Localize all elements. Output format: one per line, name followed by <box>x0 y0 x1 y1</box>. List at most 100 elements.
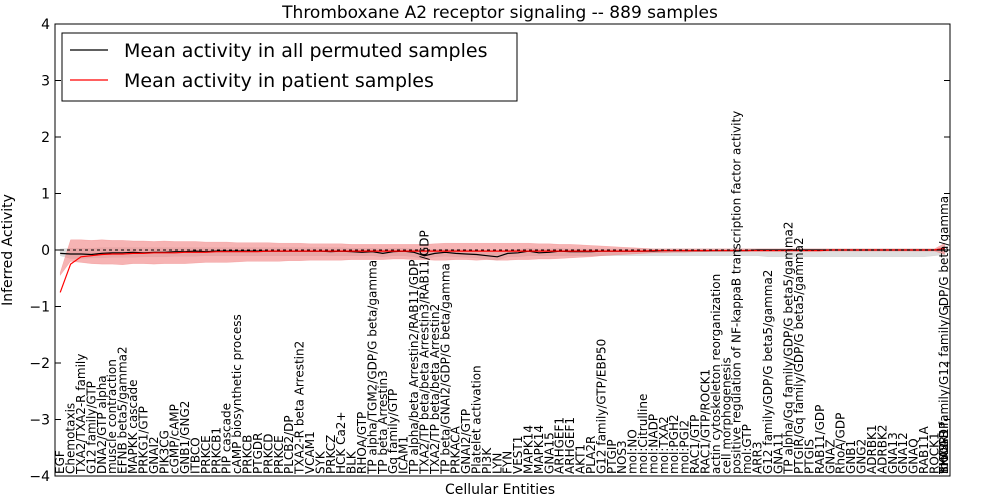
x-tick-label: ROCK1 <box>927 432 941 474</box>
x-tick-label: PRKCZ <box>324 435 338 474</box>
x-tick-label: ADRBK1 <box>865 424 879 474</box>
x-tick-label: HCK Ca2+ <box>334 411 348 474</box>
x-tick-label: VEST1 <box>511 436 525 474</box>
x-tick-label: MAPKK cascade <box>126 380 140 475</box>
x-tick-label: AKT1 <box>574 444 588 474</box>
y-tick-label: −1 <box>29 300 50 316</box>
x-tick-label: G12 family/GTP <box>84 381 98 474</box>
x-tick-label: VCAM1 <box>303 431 317 474</box>
x-tick-label: TP alpha/beta Arrestin2/RAB11/GDP <box>407 259 421 475</box>
x-tick-label: Platelet activation <box>470 365 484 474</box>
x-tick-label: RHOA/GTP <box>355 412 369 474</box>
x-tick-label: Chemotaxis <box>64 403 78 474</box>
x-tick-label: mol:NADP <box>646 414 660 474</box>
x-tick-label: ARHGEF1 <box>563 417 577 474</box>
x-tick-label: mol:TXA2 <box>657 416 671 474</box>
x-tick-label: RAB11/GDP <box>813 405 827 474</box>
x-tick-label: PTGIS <box>803 439 817 474</box>
x-tick-label: GNAQ <box>907 438 921 474</box>
y-tick-label: 1 <box>41 187 50 203</box>
x-tick-label: ICAM1 <box>397 436 411 474</box>
x-tick-label: FYN <box>501 451 515 474</box>
x-tick-label: SYK <box>313 450 327 474</box>
x-tick-label: mol:GTP <box>740 424 754 474</box>
x-tick-label: mol:GDP <box>937 422 951 474</box>
x-tick-label: TP alpha/Gq family/GDP/G beta5/gamma2 <box>782 221 796 475</box>
y-tick-label: −2 <box>29 356 50 372</box>
x-tick-label: PTGIR/Gq family/GDP/G beta5/gamma2 <box>792 237 806 474</box>
x-tick-label: NOS3 <box>615 440 629 474</box>
x-tick-label: PRKACA <box>449 425 463 474</box>
y-tick-label: −4 <box>29 469 50 485</box>
x-tick-label: cAMP biosynthetic process <box>230 314 244 474</box>
x-tick-label: PRKG1/GTP <box>137 406 151 474</box>
x-tick-label: GNA15 <box>542 432 556 474</box>
x-tick-label: BLK <box>345 450 359 474</box>
x-tick-label: GNAZ <box>823 439 837 474</box>
x-tick-label: mol:PGH2 <box>667 414 681 474</box>
x-tick-label: PRKCB <box>241 435 255 474</box>
legend: Mean activity in all permuted samples Me… <box>61 32 518 102</box>
x-tick-label: TP beta Arrestin3 <box>376 370 390 475</box>
x-tick-label: RhoA/GDP <box>834 413 848 474</box>
y-tick-label: 3 <box>41 74 50 90</box>
x-tick-label: MAPK14 <box>532 425 546 474</box>
x-tick-label: TXA2/TXA2-R family <box>74 354 88 475</box>
patient-band <box>59 239 946 277</box>
y-axis: −4 −3 −2 −1 0 1 2 3 4 <box>29 17 950 485</box>
x-tick-label: mol:PGI2 <box>678 420 692 474</box>
y-tick-label: 4 <box>41 17 50 33</box>
x-tick-label: TXA2-R beta Arrestin2 <box>293 341 307 475</box>
x-tick-label: GNAI2/GTP <box>459 409 473 474</box>
y-tick-label: 2 <box>41 130 50 146</box>
y-tick-label: −3 <box>29 413 50 429</box>
x-tick-label: PRKCB1 <box>209 427 223 474</box>
legend-label-permuted: Mean activity in all permuted samples <box>124 40 487 62</box>
line-layer <box>59 247 945 293</box>
x-tick-label: RHOA <box>937 438 951 474</box>
x-tick-label: positive regulation of NF-kappaB transcr… <box>730 111 744 474</box>
series-line-patient <box>59 247 945 293</box>
x-tick-label: GNAI2 <box>147 436 161 474</box>
x-tick-label: EFNB beta5/gamma2 <box>116 346 130 474</box>
x-tick-label: ARHGEF1 <box>553 417 567 474</box>
x-tick-label: ITBCO <box>189 437 203 474</box>
x-tick-label: muscle contraction <box>105 359 119 474</box>
x-tick-label: RAB11A <box>917 425 931 474</box>
x-tick-label: TXA2-R family/G12 family/GDP/G beta/gamm… <box>937 196 951 475</box>
x-tick-label: TP alpha/TGM2/GDP/G beta/gamma <box>365 260 379 475</box>
x-tick-label: LYN <box>490 453 504 474</box>
x-tick-label: PTGDR <box>251 433 265 474</box>
legend-label-patient: Mean activity in patient samples <box>124 70 434 92</box>
x-tick-label: TP beta/GNAI2/GDP/G beta/gamma <box>438 263 452 475</box>
x-tick-label: G12 family/GTP/EBP50 <box>594 339 608 474</box>
x-tick-label: GNA11 <box>771 432 785 474</box>
x-axis-label: Cellular Entities <box>445 482 555 498</box>
x-tick-label: PIP cascade <box>220 403 234 474</box>
x-tick-label: actin cytoskeleton reorganization <box>709 274 723 474</box>
chart-title: Thromboxane A2 receptor signaling -- 889… <box>281 3 718 23</box>
x-tick-label: PLA2R <box>584 436 598 474</box>
x-tick-label: PTGIP <box>605 439 619 474</box>
x-tick-label: GNA13 <box>886 432 900 474</box>
y-tick-label: 0 <box>41 243 50 259</box>
x-tick-label: mol:Citrulline <box>636 394 650 474</box>
x-tick-label: RAC1/GTP <box>688 415 702 474</box>
x-tick-label: PRKCE <box>272 435 286 474</box>
x-tick-label: SIGGR1 <box>937 428 951 474</box>
y-axis-label: Inferred Activity <box>0 194 16 306</box>
x-tick-label: DNA2/GTP alpha <box>95 375 109 474</box>
x-tick-label: PIK3CG <box>157 430 171 474</box>
x-tick-label: PLCB2/DP <box>282 415 296 474</box>
legend-box <box>61 32 518 102</box>
x-tick-label: ADRBK2 <box>875 425 889 475</box>
x-tick-label: MAPK14 <box>522 425 536 474</box>
x-tick-label: TXA2/TP beta/beta Arrestin2 <box>428 304 442 475</box>
x-tick-label: G12 family/GDP/G beta5/gamma2 <box>761 270 775 474</box>
x-tick-label: RAC1/GTP/ROCK1 <box>698 369 712 474</box>
x-tick-label: GNG2 <box>855 439 869 474</box>
x-tick-label: EGF <box>53 450 67 474</box>
x-tick-label: Gq family/GTP <box>386 389 400 474</box>
